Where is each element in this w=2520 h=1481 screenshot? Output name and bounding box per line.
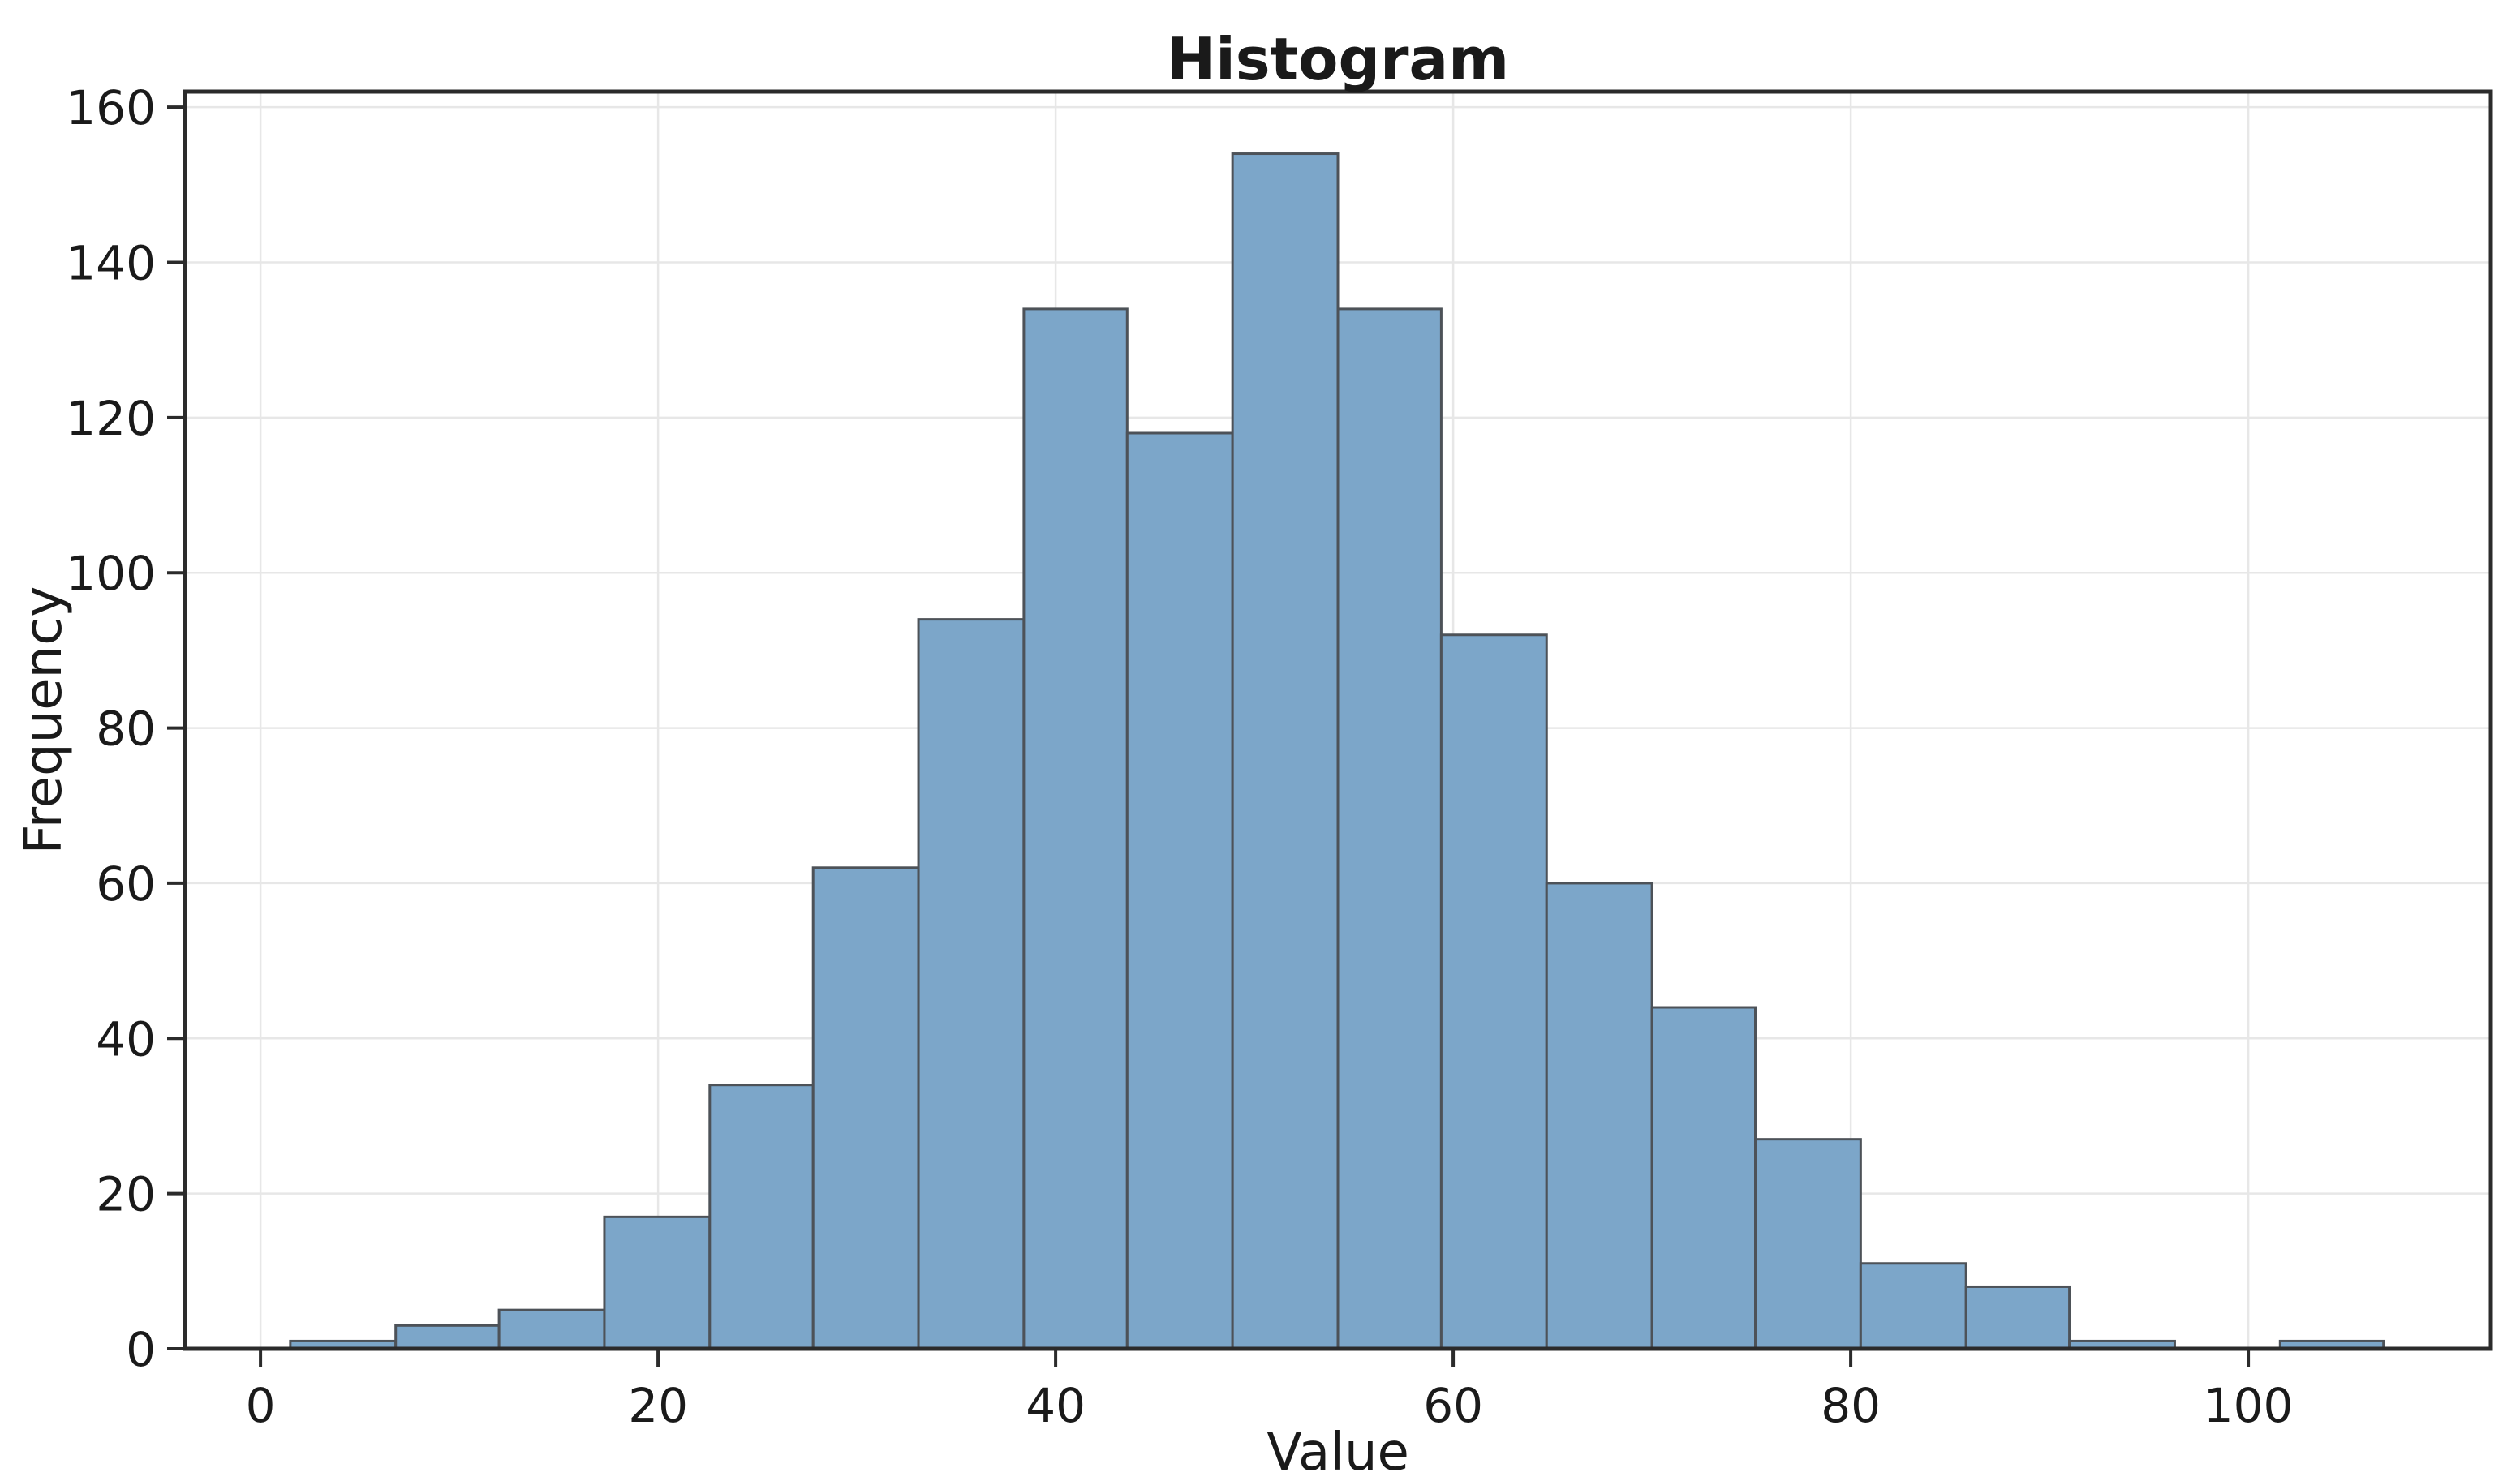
histogram-bar <box>1859 1262 1967 1350</box>
axes-spines-layer <box>183 89 2493 1351</box>
histogram-bar <box>1964 1285 2071 1350</box>
histogram-bar <box>708 1084 815 1350</box>
x-tick-label: 40 <box>1026 1378 1086 1433</box>
axes-frame <box>183 89 2493 1351</box>
histogram-bar <box>811 866 920 1350</box>
x-axis-label: Value <box>1266 1423 1409 1481</box>
y-tick-label: 40 <box>96 1011 156 1067</box>
tick-labels-layer: 0 20 40 60 80 100 0 20 40 60 80 100 120 140 160 <box>66 80 2293 1433</box>
y-tick-label: 140 <box>66 235 156 290</box>
y-tick-label: 160 <box>66 80 156 135</box>
histogram-bar <box>497 1308 606 1350</box>
histogram-bar <box>1754 1138 1862 1350</box>
y-tick-label: 20 <box>96 1167 156 1222</box>
histogram-bar <box>603 1215 712 1350</box>
histogram-bar <box>1545 882 1653 1350</box>
histogram-bar <box>1336 307 1443 1350</box>
x-tick-label: 100 <box>2204 1378 2294 1433</box>
x-tick-label: 20 <box>628 1378 688 1433</box>
y-tick-label: 0 <box>126 1322 156 1377</box>
x-tick-label: 80 <box>1821 1378 1881 1433</box>
y-tick-label: 100 <box>66 546 156 601</box>
histogram-bar <box>394 1324 501 1350</box>
histogram-bar <box>1022 307 1129 1350</box>
histogram-bar <box>1231 152 1340 1350</box>
histogram-bar <box>1439 633 1548 1350</box>
x-tick-label: 0 <box>246 1378 276 1433</box>
y-axis-label: Frequency <box>14 586 74 855</box>
histogram-bar <box>1125 431 1234 1350</box>
histogram-bar <box>917 618 1026 1350</box>
bars-layer <box>289 152 2385 1350</box>
y-tick-label: 120 <box>66 391 156 446</box>
x-tick-label: 60 <box>1423 1378 1483 1433</box>
ticks-layer <box>167 105 2251 1367</box>
histogram-bar <box>1650 1006 1757 1350</box>
chart-title: Histogram <box>1167 25 1509 93</box>
y-tick-label: 80 <box>96 702 156 757</box>
y-tick-label: 60 <box>96 856 156 912</box>
